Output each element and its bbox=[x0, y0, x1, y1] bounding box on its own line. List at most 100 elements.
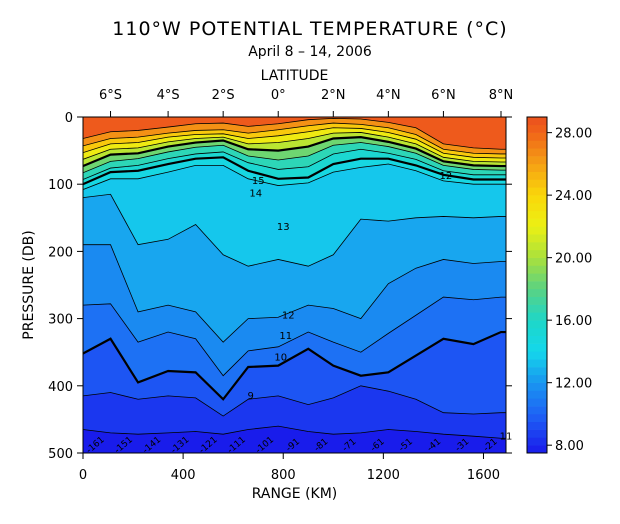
y-axis-label: PRESSURE (DB) bbox=[21, 230, 37, 339]
contour-label: 9 bbox=[248, 391, 254, 402]
y-tick-label: 200 bbox=[48, 245, 73, 260]
temperature-band bbox=[83, 117, 506, 154]
y-tick-label: 400 bbox=[48, 380, 73, 395]
isotherm-line bbox=[83, 156, 506, 186]
colorbar: 28.00 24.00 20.00 16.00 12.00 8.00 bbox=[526, 116, 592, 454]
plot-border bbox=[82, 116, 507, 454]
colorbar-swatch bbox=[527, 132, 547, 141]
isotherm-line bbox=[83, 148, 506, 180]
colorbar-swatch bbox=[527, 335, 547, 344]
colorbar-swatch bbox=[527, 156, 547, 165]
colorbar-tick-label: 16.00 bbox=[555, 314, 592, 329]
isotherm-line bbox=[83, 425, 506, 439]
isotherm-line bbox=[83, 244, 506, 343]
top-tick-label: 4°N bbox=[376, 88, 401, 103]
colorbar-swatch bbox=[527, 382, 547, 391]
colorbar-swatch bbox=[527, 304, 547, 313]
x-tick-label: 800 bbox=[271, 468, 296, 483]
colorbar-tick-label: 8.00 bbox=[555, 439, 584, 454]
colorbar-swatch bbox=[527, 265, 547, 274]
contour-line-layer bbox=[83, 117, 506, 439]
x-tick-label: 400 bbox=[171, 468, 196, 483]
colorbar-swatch bbox=[527, 445, 547, 454]
colorbar-swatch bbox=[527, 226, 547, 235]
colorbar-swatch bbox=[527, 124, 547, 133]
top-tick-label: 6°S bbox=[99, 88, 122, 103]
colorbar-swatch bbox=[527, 413, 547, 423]
top-axis-label: LATITUDE bbox=[261, 68, 329, 84]
colorbar-swatch bbox=[527, 163, 547, 172]
colorbar-swatch bbox=[527, 202, 547, 212]
isotherm-line bbox=[83, 117, 506, 150]
isotherm-line bbox=[83, 193, 506, 267]
colorbar-swatch bbox=[527, 406, 547, 415]
colorbar-swatch bbox=[527, 437, 547, 446]
contour-label: 12 bbox=[282, 311, 295, 322]
colorbar-swatch bbox=[527, 351, 547, 360]
colorbar-swatch bbox=[527, 429, 547, 438]
colorbar-swatch bbox=[527, 257, 547, 266]
colorbar-tick-label: 28.00 bbox=[555, 127, 592, 142]
plot-frame bbox=[82, 116, 507, 454]
colorbar-swatch bbox=[527, 249, 547, 258]
contour-label: 12 bbox=[440, 171, 453, 182]
colorbar-swatch bbox=[527, 273, 547, 282]
isotherm-line bbox=[83, 136, 506, 168]
contour-label: 14 bbox=[249, 188, 262, 199]
colorbar-tick-label: 20.00 bbox=[555, 252, 592, 267]
colorbar-tick-label: 12.00 bbox=[555, 377, 592, 392]
colorbar-swatch bbox=[527, 171, 547, 180]
colorbar-swatch bbox=[527, 421, 547, 430]
top-tick-label: 0° bbox=[271, 88, 286, 103]
colorbar-swatch bbox=[527, 288, 547, 298]
colorbar-swatch bbox=[527, 367, 547, 376]
axes-layer: 0 400 800 1200 1600 0 100 200 300 400 500 6°S 4°S 2°S… bbox=[21, 68, 513, 502]
top-tick-label: 2°N bbox=[321, 88, 346, 103]
colorbar-swatch bbox=[527, 390, 547, 399]
isotherm-line bbox=[83, 385, 506, 417]
x-tick-label: 0 bbox=[79, 468, 87, 483]
temperature-band bbox=[83, 117, 506, 150]
y-tick-label: 300 bbox=[48, 313, 73, 328]
x-axis-label: RANGE (KM) bbox=[252, 486, 338, 502]
isotherm-line bbox=[83, 132, 506, 163]
y-tick-label: 0 bbox=[65, 111, 73, 126]
x-tick-label: 1200 bbox=[367, 468, 400, 483]
colorbar-swatch bbox=[527, 359, 547, 368]
isotherm-line bbox=[83, 142, 506, 174]
contour-label: 13 bbox=[277, 222, 290, 233]
colorbar-border bbox=[526, 116, 548, 454]
colorbar-swatch bbox=[527, 398, 547, 407]
isotherm-line bbox=[83, 122, 506, 155]
colorbar-swatch bbox=[527, 312, 547, 321]
colorbar-swatch bbox=[527, 242, 547, 251]
colorbar-swatch bbox=[527, 296, 547, 305]
colorbar-swatch bbox=[527, 234, 547, 243]
isotherm-line bbox=[83, 296, 506, 377]
colorbar-swatch bbox=[527, 210, 547, 219]
chart-subtitle: April 8 – 14, 2006 bbox=[248, 44, 372, 60]
top-tick-label: 6°N bbox=[431, 88, 456, 103]
contour-label: 11 bbox=[279, 331, 292, 342]
y-tick-label: 100 bbox=[48, 178, 73, 193]
contour-label: 10 bbox=[274, 352, 287, 363]
colorbar-swatch bbox=[527, 320, 547, 329]
colorbar-swatch bbox=[527, 187, 547, 196]
colorbar-swatch bbox=[527, 140, 547, 149]
colorbar-swatch bbox=[527, 148, 547, 157]
chart-title: 110°W POTENTIAL TEMPERATURE (°C) bbox=[112, 18, 508, 40]
top-tick-label: 2°S bbox=[212, 88, 235, 103]
colorbar-swatch bbox=[527, 327, 547, 337]
top-tick-label: 4°S bbox=[157, 88, 180, 103]
colorbar-swatch bbox=[527, 281, 547, 290]
colorbar-swatch bbox=[527, 195, 547, 204]
colorbar-swatch bbox=[527, 179, 547, 188]
colorbar-tick-label: 24.00 bbox=[555, 189, 592, 204]
y-tick-label: 500 bbox=[48, 447, 73, 462]
x-tick-label: 1600 bbox=[467, 468, 500, 483]
colorbar-swatch bbox=[527, 343, 547, 352]
colorbar-swatch bbox=[527, 374, 547, 383]
top-tick-label: 8°N bbox=[489, 88, 514, 103]
isotherm-line bbox=[83, 163, 506, 190]
